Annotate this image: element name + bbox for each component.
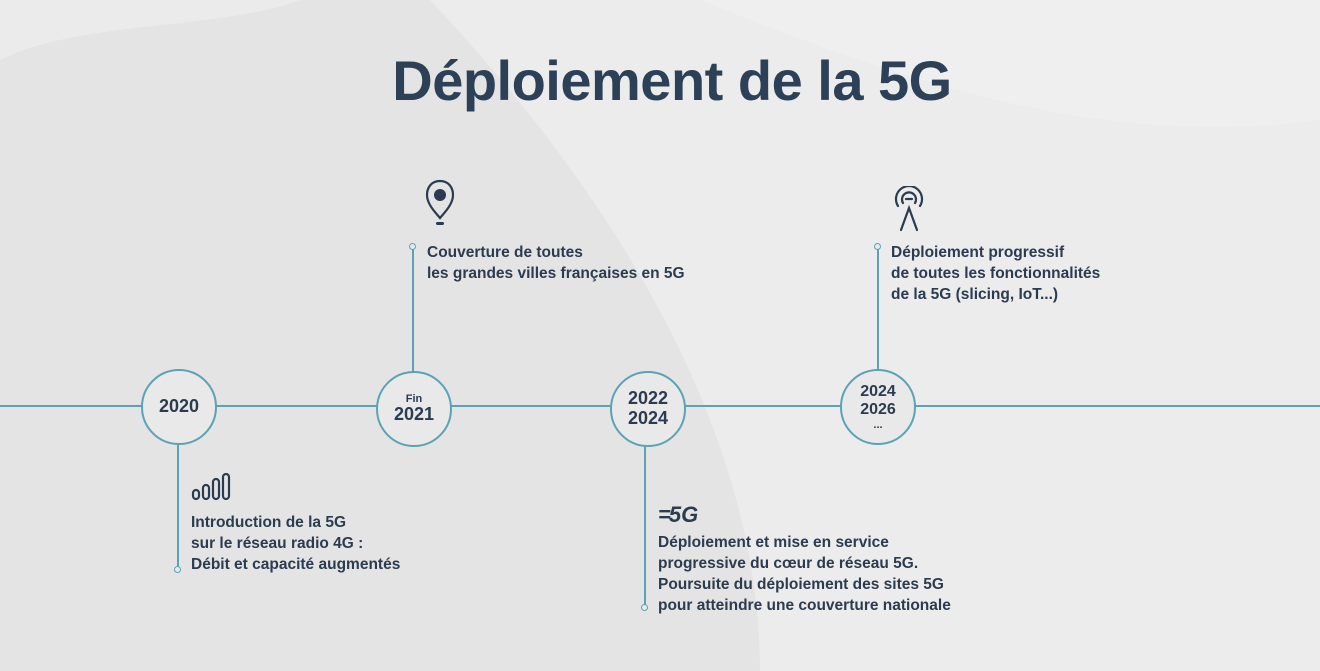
date-year: 2021: [393, 404, 435, 425]
connector-2024: [877, 248, 879, 370]
connector-2020: [177, 443, 179, 571]
description-line: Couverture de toutes: [427, 244, 583, 261]
milestone-2021-date: Fin 2021: [376, 371, 452, 447]
milestone-2021-description: Couverture de toutes les grandes villes …: [427, 242, 685, 284]
connector-dot: [174, 566, 181, 573]
description-line: Débit et capacité augmentés: [191, 556, 401, 573]
signal-bars-icon: [191, 473, 231, 501]
antenna-icon: [894, 186, 924, 232]
connector-2021: [412, 248, 414, 372]
milestone-2020-description: Introduction de la 5G sur le réseau radi…: [191, 512, 400, 575]
date-start: 2022: [627, 388, 669, 409]
connector-dot: [641, 604, 648, 611]
milestone-2020-date: 2020: [141, 369, 217, 445]
description-line: Déploiement et mise en service: [658, 534, 889, 551]
connector-dot: [874, 243, 881, 250]
description-line: Poursuite du déploiement des sites 5G: [658, 576, 944, 593]
milestone-2022-date: 2022 2024: [610, 371, 686, 447]
description-line: sur le réseau radio 4G :: [191, 535, 364, 552]
milestone-2024-description: Déploiement progressif de toutes les fon…: [891, 242, 1100, 305]
description-line: progressive du cœur de réseau 5G.: [658, 555, 919, 572]
description-line: de la 5G (slicing, IoT...): [891, 286, 1059, 303]
description-line: les grandes villes françaises en 5G: [427, 265, 685, 282]
description-line: Introduction de la 5G: [191, 514, 347, 531]
date-end: 2026: [860, 400, 896, 418]
description-line: Déploiement progressif: [891, 244, 1065, 261]
location-pin-icon: [425, 179, 455, 225]
milestone-2024-date: 2024 2026 ...: [840, 369, 916, 445]
date-start: 2024: [860, 383, 896, 401]
date-end: 2024: [627, 408, 669, 428]
milestone-2022-description: Déploiement et mise en service progressi…: [658, 532, 951, 616]
date-year: 2020: [158, 396, 200, 417]
date-continuation: ...: [873, 418, 883, 431]
connector-dot: [409, 243, 416, 250]
date-prefix: Fin: [405, 393, 423, 406]
description-line: de toutes les fonctionnalités: [891, 265, 1101, 282]
page-title: Déploiement de la 5G: [392, 49, 952, 112]
connector-2022: [644, 445, 646, 609]
5g-core-icon: =5G: [658, 502, 699, 527]
description-line: pour atteindre une couverture nationale: [658, 597, 951, 614]
5g-icon-text: 5G: [668, 502, 699, 527]
